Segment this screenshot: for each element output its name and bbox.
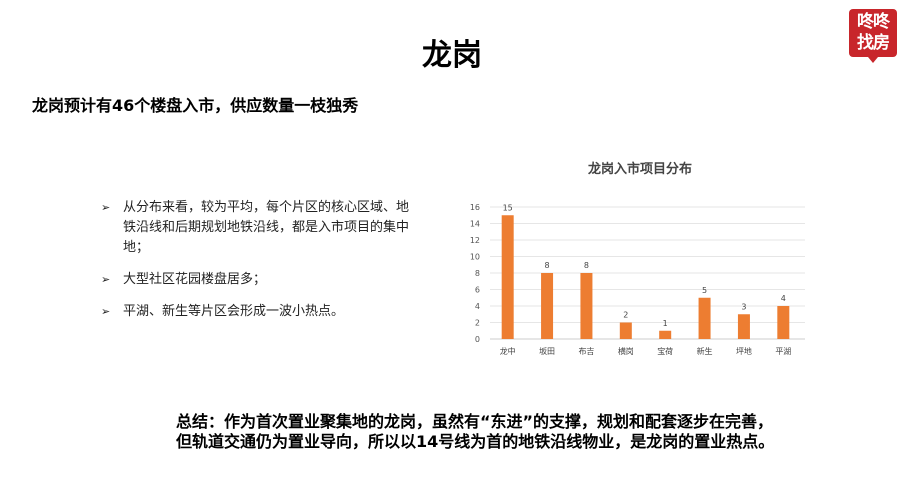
- bullet-item: ➢ 平湖、新生等片区会形成一波小热点。: [101, 302, 421, 322]
- y-tick-label: 16: [470, 203, 480, 212]
- bar: [541, 273, 554, 339]
- x-tick-label: 布吉: [578, 346, 594, 356]
- bullet-item: ➢ 大型社区花园楼盘居多；: [101, 270, 421, 290]
- x-tick-label: 龙中: [500, 346, 516, 356]
- y-tick-label: 10: [470, 253, 480, 262]
- data-label: 8: [545, 261, 550, 270]
- data-label: 2: [623, 311, 628, 320]
- y-tick-label: 0: [475, 335, 480, 344]
- subtitle: 龙岗预计有46个楼盘入市，供应数量一枝独秀: [32, 96, 359, 115]
- brand-logo: 咚咚 找房: [849, 9, 897, 63]
- bar: [659, 330, 672, 339]
- x-tick-label: 坂田: [539, 346, 555, 356]
- data-label: 5: [702, 286, 707, 295]
- bullet-list: ➢ 从分布来看，较为平均，每个片区的核心区域、地铁沿线和后期规划地铁沿线，都是入市…: [101, 198, 421, 334]
- x-tick-label: 平湖: [775, 347, 791, 356]
- bullet-text: 大型社区花园楼盘居多；: [123, 272, 267, 287]
- y-tick-label: 14: [470, 220, 480, 229]
- bar: [698, 297, 711, 339]
- data-label: 4: [781, 294, 786, 303]
- x-tick-label: 新生: [697, 346, 713, 356]
- data-label: 3: [741, 302, 746, 311]
- x-tick-label: 坪地: [736, 346, 752, 356]
- y-tick-label: 2: [475, 319, 480, 328]
- x-tick-label: 横岗: [618, 346, 634, 356]
- bar: [737, 314, 750, 339]
- y-tick-label: 4: [475, 302, 480, 311]
- data-label: 1: [663, 319, 668, 328]
- y-tick-label: 12: [470, 236, 480, 245]
- summary-text: 总结：作为首次置业聚集地的龙岗，虽然有“东进”的支撑，规划和配套逐步在完善，但轨…: [176, 412, 775, 451]
- y-tick-label: 8: [475, 269, 480, 278]
- arrow-bullet-icon: ➢: [101, 273, 111, 286]
- data-label: 15: [503, 203, 513, 212]
- page-title: 龙岗: [422, 38, 482, 73]
- bar: [619, 322, 632, 339]
- bullet-text: 从分布来看，较为平均，每个片区的核心区域、地铁沿线和后期规划地铁沿线，都是入市项…: [123, 200, 410, 255]
- chart-title: 龙岗入市项目分布: [588, 161, 692, 177]
- arrow-bullet-icon: ➢: [101, 305, 111, 318]
- bullet-text: 平湖、新生等片区会形成一波小热点。: [123, 304, 345, 319]
- data-label: 8: [584, 261, 589, 270]
- bar: [580, 273, 593, 339]
- arrow-bullet-icon: ➢: [101, 201, 111, 214]
- bar: [777, 306, 790, 339]
- bullet-item: ➢ 从分布来看，较为平均，每个片区的核心区域、地铁沿线和后期规划地铁沿线，都是入市…: [101, 198, 421, 258]
- x-tick-label: 宝荷: [657, 346, 673, 356]
- y-tick-label: 6: [475, 286, 480, 295]
- bar: [501, 215, 514, 339]
